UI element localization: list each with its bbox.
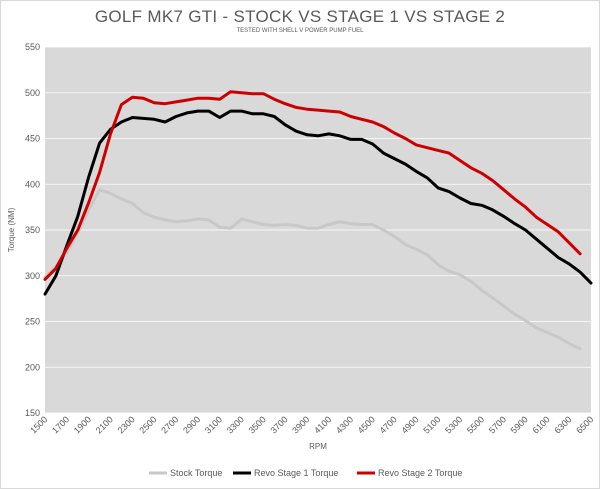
x-tick-label: 2700 [159, 414, 180, 435]
legend-label-1: Stock Torque [170, 468, 222, 478]
y-tick-label: 300 [25, 271, 40, 281]
y-tick-label: 250 [25, 317, 40, 327]
x-tick-label: 3700 [268, 414, 289, 435]
chart-title: GOLF MK7 GTI - STOCK VS STAGE 1 VS STAGE… [94, 7, 506, 26]
x-tick-label: 3100 [203, 414, 224, 435]
x-tick-label: 3500 [247, 414, 268, 435]
x-tick-label: 5500 [465, 414, 486, 435]
x-tick-label: 4900 [399, 414, 420, 435]
x-axis-title: RPM [309, 442, 327, 451]
legend-label-3: Revo Stage 2 Torque [378, 468, 462, 478]
x-tick-label: 6100 [530, 414, 551, 435]
series-line-1 [43, 188, 582, 351]
series-line-3 [43, 90, 582, 281]
legend: Stock Torque Revo Stage 1 Torque Revo Stag… [149, 468, 462, 478]
x-tick-label: 5900 [509, 414, 530, 435]
x-tick-label: 4700 [378, 414, 399, 435]
x-tick-label: 2300 [116, 414, 137, 435]
y-axis-title: Torque (NM) [7, 207, 16, 252]
x-tick-label: 4100 [312, 414, 333, 435]
x-tick-label: 4500 [356, 414, 377, 435]
y-tick-label: 450 [25, 134, 40, 144]
x-tick-label: 6300 [552, 414, 573, 435]
series-lines [43, 90, 593, 351]
y-tick-label: 150 [25, 408, 40, 418]
y-tick-label: 350 [25, 225, 40, 235]
x-tick-label: 3900 [290, 414, 311, 435]
y-tick-label: 200 [25, 362, 40, 372]
gridlines [45, 46, 591, 414]
x-tick-label: 5700 [487, 414, 508, 435]
x-tick-label: 3300 [225, 414, 246, 435]
x-tick-label: 5300 [443, 414, 464, 435]
x-tick-label: 1900 [72, 414, 93, 435]
x-tick-label: 6500 [574, 414, 595, 435]
y-tick-label: 500 [25, 88, 40, 98]
y-tick-label: 400 [25, 179, 40, 189]
y-tick-label: 550 [25, 42, 40, 52]
x-tick-label: 2500 [137, 414, 158, 435]
legend-label-2: Revo Stage 1 Torque [254, 468, 338, 478]
x-tick-label: 1700 [50, 414, 71, 435]
chart-subtitle: TESTED WITH SHELL V POWER PUMP FUEL [236, 28, 364, 34]
y-axis-ticks: 150 200 250 300 350 400 450 500 550 [25, 42, 40, 418]
x-tick-label: 2100 [94, 414, 115, 435]
x-axis-ticks: 1500 1700 1900 2100 2300 2500 2700 2900 3100 3300… [28, 414, 595, 435]
x-tick-label: 5100 [421, 414, 442, 435]
series-line-2 [43, 109, 593, 296]
x-tick-label: 4300 [334, 414, 355, 435]
x-tick-label: 2900 [181, 414, 202, 435]
